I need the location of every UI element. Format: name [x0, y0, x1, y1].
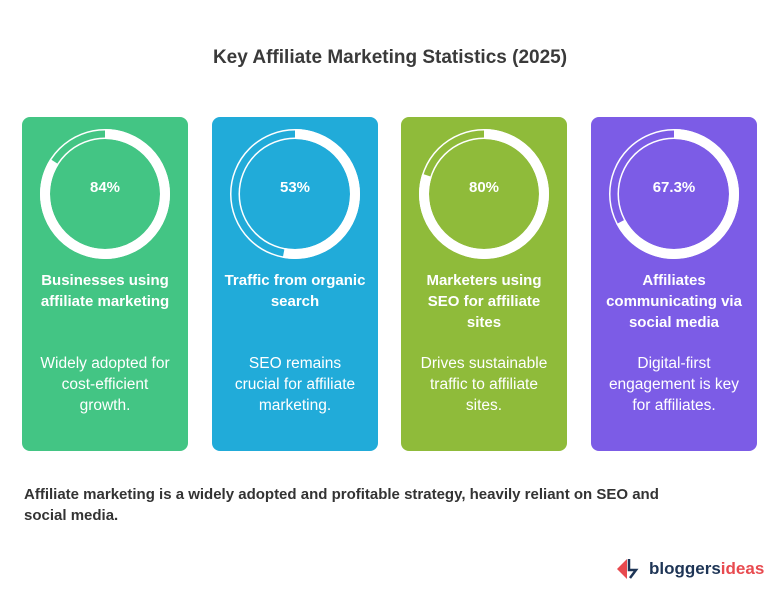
progress-ring: [40, 129, 170, 259]
progress-arc: [609, 129, 739, 259]
logo-icon: [617, 559, 639, 579]
stat-card: 80% Marketers using SEO for affiliate si…: [401, 117, 567, 451]
progress-ring: [609, 129, 739, 259]
page-title: Key Affiliate Marketing Statistics (2025…: [212, 47, 568, 68]
stat-card: 84% Businesses using affiliate marketing…: [22, 117, 188, 451]
stat-value: 84%: [89, 179, 121, 196]
logo-text-1: bloggers: [649, 559, 721, 578]
stat-heading: Traffic from organic search: [224, 272, 366, 310]
stat-description: SEO remains crucial for affiliate market…: [234, 355, 356, 414]
progress-arc: [40, 129, 170, 259]
stat-heading: Businesses using affiliate marketing: [40, 272, 170, 310]
stat-description: Widely adopted for cost-efficient growth…: [40, 355, 170, 414]
progress-ring: [230, 129, 360, 259]
stat-value: 53%: [279, 179, 311, 196]
logo: bloggersideas: [617, 558, 764, 580]
stat-card: 67.3% Affiliates communicating via socia…: [591, 117, 757, 451]
stat-value: 67.3%: [652, 179, 696, 196]
summary-text: Affiliate marketing is a widely adopted …: [24, 486, 659, 524]
logo-text-2: ideas: [720, 559, 765, 578]
stat-description: Digital-first engagement is key for affi…: [608, 355, 740, 414]
stat-value: 80%: [468, 179, 500, 196]
progress-arc: [419, 129, 549, 259]
progress-arc: [230, 129, 360, 259]
stat-heading: Affiliates communicating via social medi…: [606, 272, 742, 331]
progress-ring: [419, 129, 549, 259]
stat-description: Drives sustainable traffic to affiliate …: [420, 355, 548, 414]
stat-heading: Marketers using SEO for affiliate sites: [426, 272, 542, 331]
stat-card: 53% Traffic from organic search SEO rema…: [212, 117, 378, 451]
